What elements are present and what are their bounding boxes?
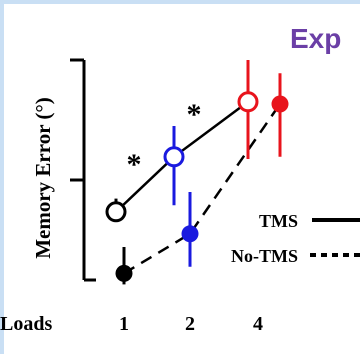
point-no-tms-load-4 — [271, 95, 289, 113]
x-axis-label: Loads — [0, 313, 52, 335]
point-no-tms-load-1 — [115, 264, 133, 282]
point-no-tms-load-2 — [181, 225, 199, 243]
y-axis-label: Memory Error (°) — [31, 97, 55, 259]
legend-label-tms: TMS — [259, 211, 298, 231]
chart-title: Exp — [290, 23, 341, 54]
point-tms-load-1 — [105, 201, 127, 223]
x-tick-label-1: 1 — [119, 313, 129, 335]
legend: TMS No-TMS — [231, 211, 360, 266]
point-tms-load-2 — [163, 146, 185, 168]
x-tick-label-4: 4 — [253, 313, 263, 335]
significance-asterisk-load-2: * — [187, 98, 202, 131]
legend-label-no-tms: No-TMS — [231, 246, 298, 266]
x-tick-label-2: 2 — [185, 313, 195, 335]
point-tms-load-4 — [237, 91, 259, 113]
significance-asterisk-load-1: * — [127, 148, 142, 181]
series-line-no-tms — [123, 103, 282, 275]
